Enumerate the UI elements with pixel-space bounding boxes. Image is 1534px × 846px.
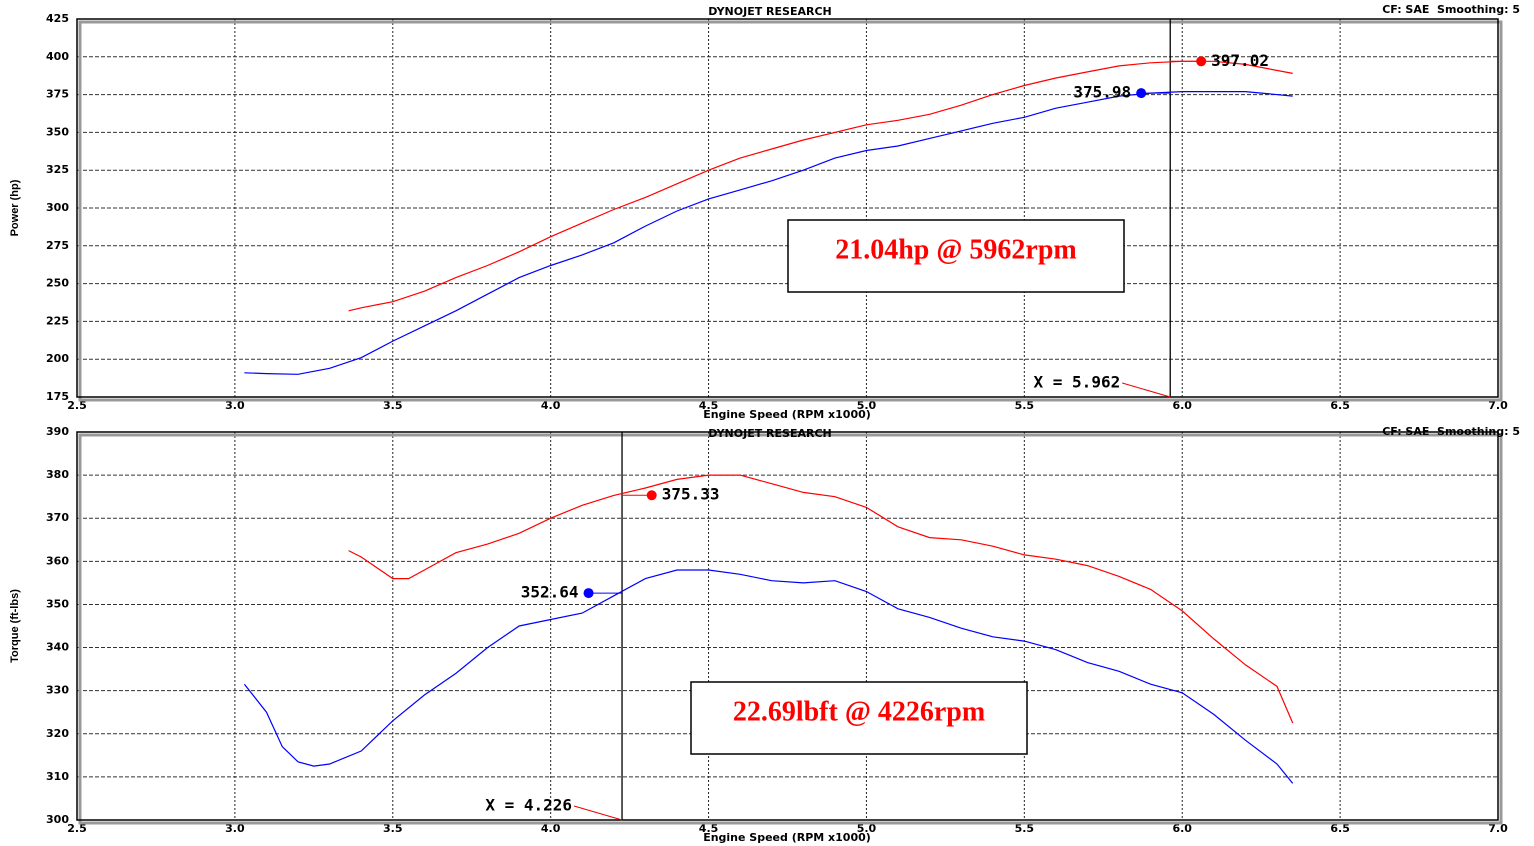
y-tick-label: 300 [46, 813, 69, 826]
x-tick-label: 3.5 [383, 399, 403, 412]
peak-label: 397.02 [1211, 51, 1269, 70]
x-tick-label: 4.5 [699, 822, 719, 835]
x-tick-label: 6.5 [1330, 399, 1350, 412]
x-axis-label: Engine Speed (RPM x1000) [703, 408, 871, 421]
y-tick-label: 320 [46, 727, 69, 740]
y-tick-label: 175 [46, 390, 69, 403]
y-tick-label: 300 [46, 201, 69, 214]
x-tick-label: 6.5 [1330, 822, 1350, 835]
chart-title: DYNOJET RESEARCH [708, 427, 831, 440]
peak-label: 352.64 [521, 583, 579, 602]
y-tick-label: 250 [46, 277, 69, 290]
y-tick-label: 275 [46, 239, 69, 252]
y-tick-label: 340 [46, 641, 69, 654]
x-tick-label: 4.5 [699, 399, 719, 412]
peak-marker [1196, 56, 1207, 67]
peak-marker [1136, 88, 1147, 99]
y-axis-label: Power (hp) [9, 179, 21, 236]
chart-subtitle: CF: SAE Smoothing: 5 [1382, 425, 1520, 438]
x-axis-label: Engine Speed (RPM x1000) [703, 831, 871, 844]
x-tick-label: 5.5 [1015, 822, 1035, 835]
x-tick-label: 4.0 [541, 399, 561, 412]
y-tick-label: 400 [46, 50, 69, 63]
x-tick-label: 6.0 [1172, 822, 1192, 835]
cursor-leader [1122, 382, 1171, 398]
y-tick-label: 310 [46, 770, 69, 783]
x-tick-label: 3.0 [225, 399, 245, 412]
y-tick-label: 350 [46, 597, 69, 610]
y-tick-label: 350 [46, 125, 69, 138]
plot-frame [76, 431, 1499, 821]
x-tick-label: 5.0 [857, 399, 877, 412]
x-tick-label: 6.0 [1172, 399, 1192, 412]
chart-title: DYNOJET RESEARCH [708, 5, 831, 18]
x-tick-label: 2.5 [67, 822, 87, 835]
annotation: 22.69lbft @ 4226rpm [733, 696, 985, 727]
plot-frame [76, 18, 1499, 398]
annotation: 21.04hp @ 5962rpm [835, 234, 1077, 265]
x-tick-label: 7.0 [1488, 822, 1508, 835]
y-tick-label: 225 [46, 314, 69, 327]
x-tick-label: 2.5 [67, 399, 87, 412]
x-tick-label: 7.0 [1488, 399, 1508, 412]
power-curve [348, 60, 1293, 312]
cursor-label: X = 4.226 [485, 796, 572, 815]
x-tick-label: 3.0 [225, 822, 245, 835]
annotation-box [690, 681, 1028, 755]
power-curve [348, 474, 1294, 724]
x-tick-label: 4.0 [541, 822, 561, 835]
power-curve [244, 91, 1293, 375]
peak-marker [646, 490, 657, 501]
y-tick-label: 330 [46, 684, 69, 697]
y-tick-label: 325 [46, 163, 69, 176]
x-tick-label: 5.5 [1015, 399, 1035, 412]
y-tick-label: 425 [46, 12, 69, 25]
y-tick-label: 375 [46, 88, 69, 101]
chart-subtitle: CF: SAE Smoothing: 5 [1382, 3, 1520, 16]
y-axis-label: Torque (ft-lbs) [9, 589, 21, 663]
y-tick-label: 360 [46, 554, 69, 567]
cursor-leader [573, 805, 623, 821]
x-tick-label: 3.5 [383, 822, 403, 835]
y-tick-label: 380 [46, 468, 69, 481]
y-tick-label: 390 [46, 425, 69, 438]
peak-marker [583, 588, 594, 599]
plot-shadow [78, 433, 1503, 825]
y-tick-label: 370 [46, 511, 69, 524]
peak-label: 375.98 [1073, 83, 1131, 102]
cursor-label: X = 5.962 [1034, 373, 1121, 392]
peak-label: 375.33 [662, 485, 720, 504]
power-curve [243, 569, 1294, 784]
x-tick-label: 5.0 [857, 822, 877, 835]
annotation-box [787, 219, 1125, 293]
plot-shadow [78, 20, 1503, 402]
y-tick-label: 200 [46, 352, 69, 365]
